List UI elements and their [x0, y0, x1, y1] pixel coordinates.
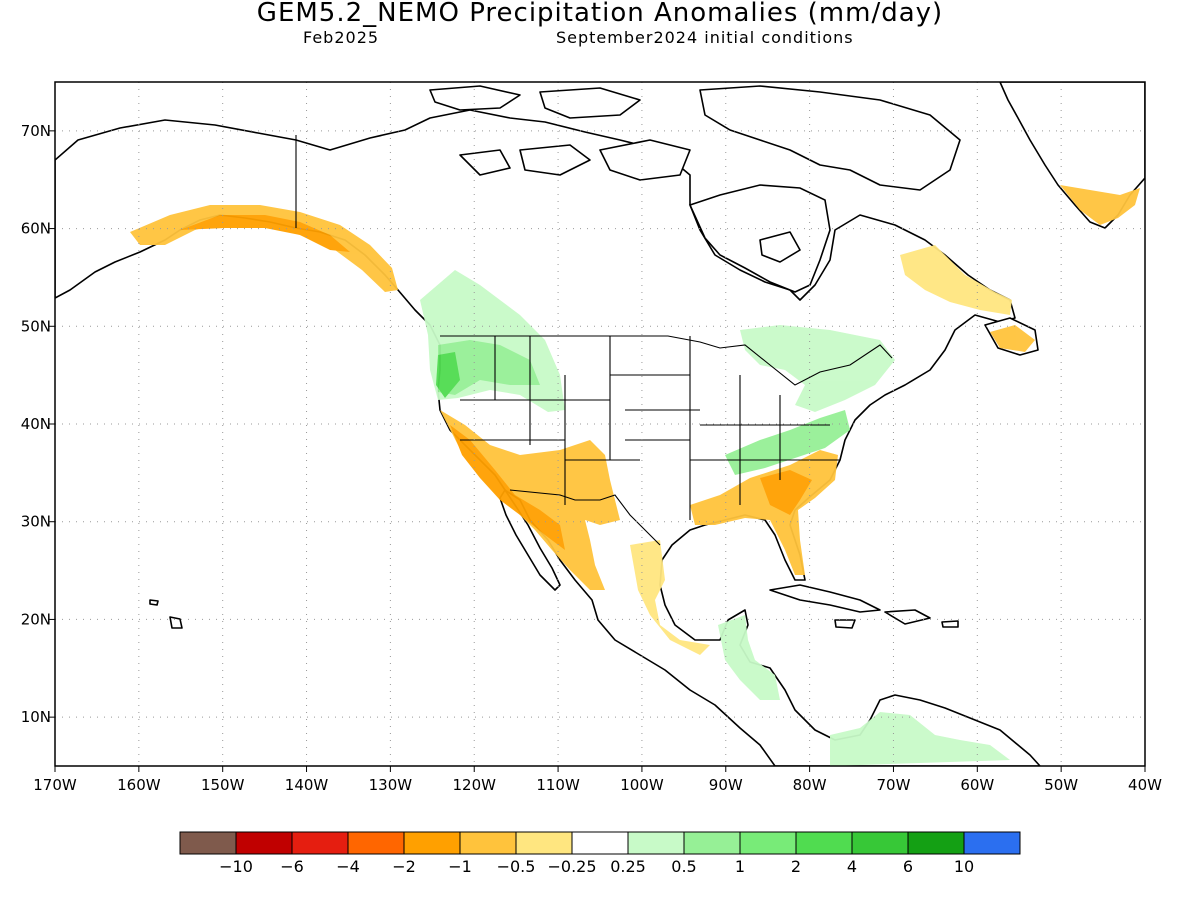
lon-label: 120W	[452, 776, 496, 794]
arctic-island	[459, 149, 511, 176]
colorbar-label: 4	[847, 857, 857, 876]
colorbar-swatch	[571, 831, 629, 855]
state-borders	[460, 336, 840, 520]
colorbar-label: −6	[280, 857, 304, 876]
political-borders	[295, 135, 893, 546]
colorbar-label: 0.25	[610, 857, 646, 876]
lat-label: 20N	[21, 610, 51, 628]
lat-label: 50N	[21, 317, 51, 335]
lat-label: 30N	[21, 513, 51, 531]
dry-anomaly-newfoundland	[990, 325, 1035, 352]
colorbar-swatch	[907, 831, 965, 855]
lon-label: 60W	[960, 776, 994, 794]
colorbar-swatch	[515, 831, 573, 855]
hudson-bay	[688, 184, 831, 293]
lon-labels: 170W 160W 150W 140W 130W 120W 110W 100W 90W 80W 70…	[33, 776, 1162, 794]
wet-anomaly-central-america	[718, 615, 780, 700]
map-area	[55, 82, 1145, 766]
colorbar-swatch	[795, 831, 853, 855]
lat-labels: 70N 60N 50N 40N 30N 20N 10N	[21, 122, 51, 726]
dry-anomaly-alaska-strong	[180, 215, 350, 252]
wet-anomaly-pacific-northwest-strong	[438, 340, 540, 395]
lon-label: 70W	[877, 776, 911, 794]
colorbar-label: −2	[392, 857, 416, 876]
arctic-island	[759, 231, 801, 263]
anomaly-shading	[130, 185, 1140, 766]
colorbar-swatch	[739, 831, 797, 855]
lon-label: 100W	[620, 776, 664, 794]
dry-anomaly-greenland	[1060, 185, 1140, 225]
greenland	[999, 82, 1145, 229]
colorbar-label: −1	[448, 857, 472, 876]
colorbar-swatch	[403, 831, 461, 855]
lon-label: 80W	[793, 776, 827, 794]
lon-label: 140W	[285, 776, 329, 794]
lon-label: 150W	[201, 776, 245, 794]
initial-conditions: September2024 initial conditions	[556, 28, 854, 47]
arctic-island	[519, 144, 591, 176]
colorbar-label: −10	[219, 857, 253, 876]
us-canada-border	[440, 335, 893, 386]
colorbar-label: 1	[735, 857, 745, 876]
arctic-island	[539, 87, 641, 119]
lon-label: 170W	[33, 776, 77, 794]
cuba	[769, 584, 881, 613]
lat-label: 10N	[21, 708, 51, 726]
colorbar-swatch	[347, 831, 405, 855]
colorbar-swatch	[683, 831, 741, 855]
colorbar-swatch	[459, 831, 517, 855]
colorbar-swatch	[291, 831, 349, 855]
axis-ticks	[49, 130, 1146, 772]
colorbar-label: 10	[954, 857, 974, 876]
wet-anomaly-south-america	[830, 712, 1010, 766]
dry-anomaly-labrador	[900, 245, 1012, 315]
colorbar-swatch	[179, 831, 237, 855]
arctic-island	[699, 85, 961, 191]
colorbar-label: 0.5	[671, 857, 696, 876]
lon-label: 40W	[1128, 776, 1162, 794]
arctic-island	[429, 85, 521, 111]
wet-anomaly-ohio-valley	[725, 410, 850, 475]
colorbar-swatch	[627, 831, 685, 855]
lat-label: 60N	[21, 220, 51, 238]
dry-anomaly-georgia	[760, 470, 812, 515]
colorbar-swatch	[851, 831, 909, 855]
wet-anomaly-great-lakes	[740, 325, 895, 412]
colorbar-labels: −10 −6 −4 −2 −1 −0.5 −0.25 0.25 0.5 1 2 4 6 10	[219, 857, 974, 876]
colorbar-label: 2	[791, 857, 801, 876]
hawaii	[169, 616, 183, 629]
lon-label: 130W	[369, 776, 413, 794]
lon-label: 160W	[117, 776, 161, 794]
lat-label: 70N	[21, 122, 51, 140]
baja-california	[499, 489, 561, 591]
jamaica	[834, 619, 856, 629]
lon-label: 110W	[536, 776, 580, 794]
wet-anomaly-washington-coast	[436, 352, 460, 398]
hawaii-small-island	[149, 599, 159, 606]
lon-label: 50W	[1044, 776, 1078, 794]
us-mexico-border	[509, 489, 661, 546]
colorbar-label: −0.5	[497, 857, 536, 876]
dry-anomaly-southwest	[440, 410, 620, 590]
lon-label: 90W	[709, 776, 743, 794]
forecast-month: Feb2025	[303, 28, 380, 47]
land-masses	[55, 82, 1145, 766]
hispaniola	[884, 609, 931, 625]
dry-anomaly-arizona	[450, 425, 565, 550]
colorbar-swatch	[235, 831, 293, 855]
colorbar-swatch	[963, 831, 1021, 855]
map-title: GEM5.2_NEMO Precipitation Anomalies (mm/…	[256, 0, 944, 28]
dry-anomaly-mexico	[630, 540, 710, 655]
colorbar	[179, 831, 1021, 855]
lat-label: 40N	[21, 415, 51, 433]
colorbar-label: 6	[903, 857, 913, 876]
arctic-island	[599, 139, 691, 181]
colorbar-label: −0.25	[547, 857, 596, 876]
colorbar-label: −4	[336, 857, 360, 876]
puerto-rico	[941, 620, 959, 628]
